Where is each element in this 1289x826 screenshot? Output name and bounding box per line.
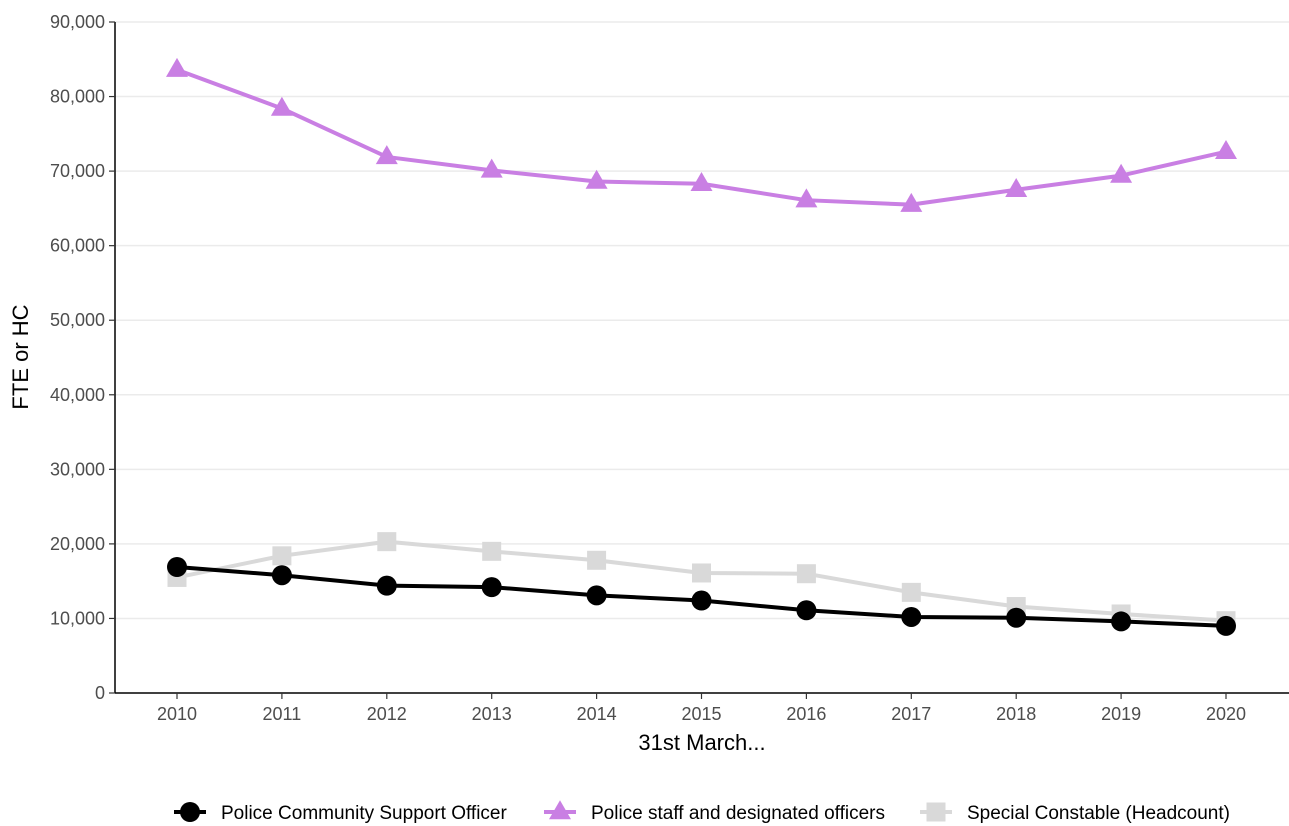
y-tick-label: 50,000 <box>50 310 105 330</box>
x-tick-label: 2019 <box>1101 704 1141 724</box>
series-circle <box>167 557 1236 636</box>
data-point <box>167 557 187 578</box>
data-point <box>585 169 608 189</box>
x-tick-label: 2020 <box>1206 704 1246 724</box>
legend-label: Police Community Support Officer <box>221 803 507 824</box>
data-point <box>480 158 503 178</box>
y-tick-label: 30,000 <box>50 459 105 479</box>
legend-item: Police Community Support Officer <box>174 802 507 824</box>
series-layer <box>166 57 1237 636</box>
y-tick-label: 80,000 <box>50 87 105 107</box>
x-tick-label: 2017 <box>891 704 931 724</box>
series-triangle <box>166 57 1237 212</box>
data-point <box>796 600 817 621</box>
y-tick-label: 70,000 <box>50 161 105 181</box>
legend-key-marker <box>926 802 946 822</box>
legend-label: Special Constable (Headcount) <box>967 803 1230 824</box>
data-point <box>1215 139 1237 159</box>
data-point <box>901 582 921 602</box>
data-point <box>482 541 502 561</box>
data-point <box>692 563 711 583</box>
legend-key-marker <box>180 802 200 822</box>
y-tick-label: 60,000 <box>50 236 105 256</box>
x-tick-label: 2015 <box>681 704 721 724</box>
data-point <box>375 145 398 165</box>
data-point <box>1006 607 1027 628</box>
legend-label: Police staff and designated officers <box>591 803 885 824</box>
data-point <box>1110 163 1133 183</box>
data-point <box>272 546 292 566</box>
x-tick-label: 2010 <box>157 704 197 724</box>
data-point <box>166 57 188 77</box>
data-point <box>1005 177 1028 197</box>
x-tick-label: 2012 <box>367 704 407 724</box>
data-point <box>376 575 397 596</box>
legend-key-marker <box>549 800 571 820</box>
y-ticks: 0 10,000 20,000 30,000 40,000 50,000 60,000 70,… <box>50 12 115 703</box>
data-point <box>691 590 712 611</box>
data-point <box>270 96 293 116</box>
data-point <box>271 565 292 586</box>
x-tick-label: 2016 <box>786 704 826 724</box>
data-point <box>481 577 502 598</box>
y-tick-label: 10,000 <box>50 608 105 628</box>
x-tick-label: 2018 <box>996 704 1036 724</box>
data-point <box>900 192 923 212</box>
legend-item: Police staff and designated officers <box>544 800 885 824</box>
series-square <box>167 532 1236 631</box>
x-tick-label: 2014 <box>577 704 617 724</box>
gridlines <box>115 21 1289 620</box>
data-point <box>587 550 607 570</box>
x-tick-label: 2013 <box>472 704 512 724</box>
data-point <box>586 585 607 606</box>
y-tick-label: 90,000 <box>50 12 105 32</box>
x-ticks: 2010 2011 2012 2013 2014 2015 2016 2017 2018 2019… <box>157 693 1246 724</box>
y-tick-label: 40,000 <box>50 385 105 405</box>
data-point <box>901 606 922 627</box>
data-point <box>1111 611 1132 632</box>
x-tick-label: 2011 <box>263 704 302 724</box>
legend-item: Special Constable (Headcount) <box>920 802 1230 824</box>
legend: Police Community Support Officer Police s… <box>174 800 1230 824</box>
data-point <box>796 564 816 584</box>
y-tick-label: 20,000 <box>50 534 105 554</box>
x-axis-title: 31st March... <box>638 730 765 755</box>
y-tick-label: 0 <box>95 683 105 703</box>
data-point <box>1216 615 1236 636</box>
data-point <box>377 532 397 552</box>
y-axis-title: FTE or HC <box>8 304 33 409</box>
data-point <box>690 172 713 192</box>
data-point <box>795 188 818 208</box>
